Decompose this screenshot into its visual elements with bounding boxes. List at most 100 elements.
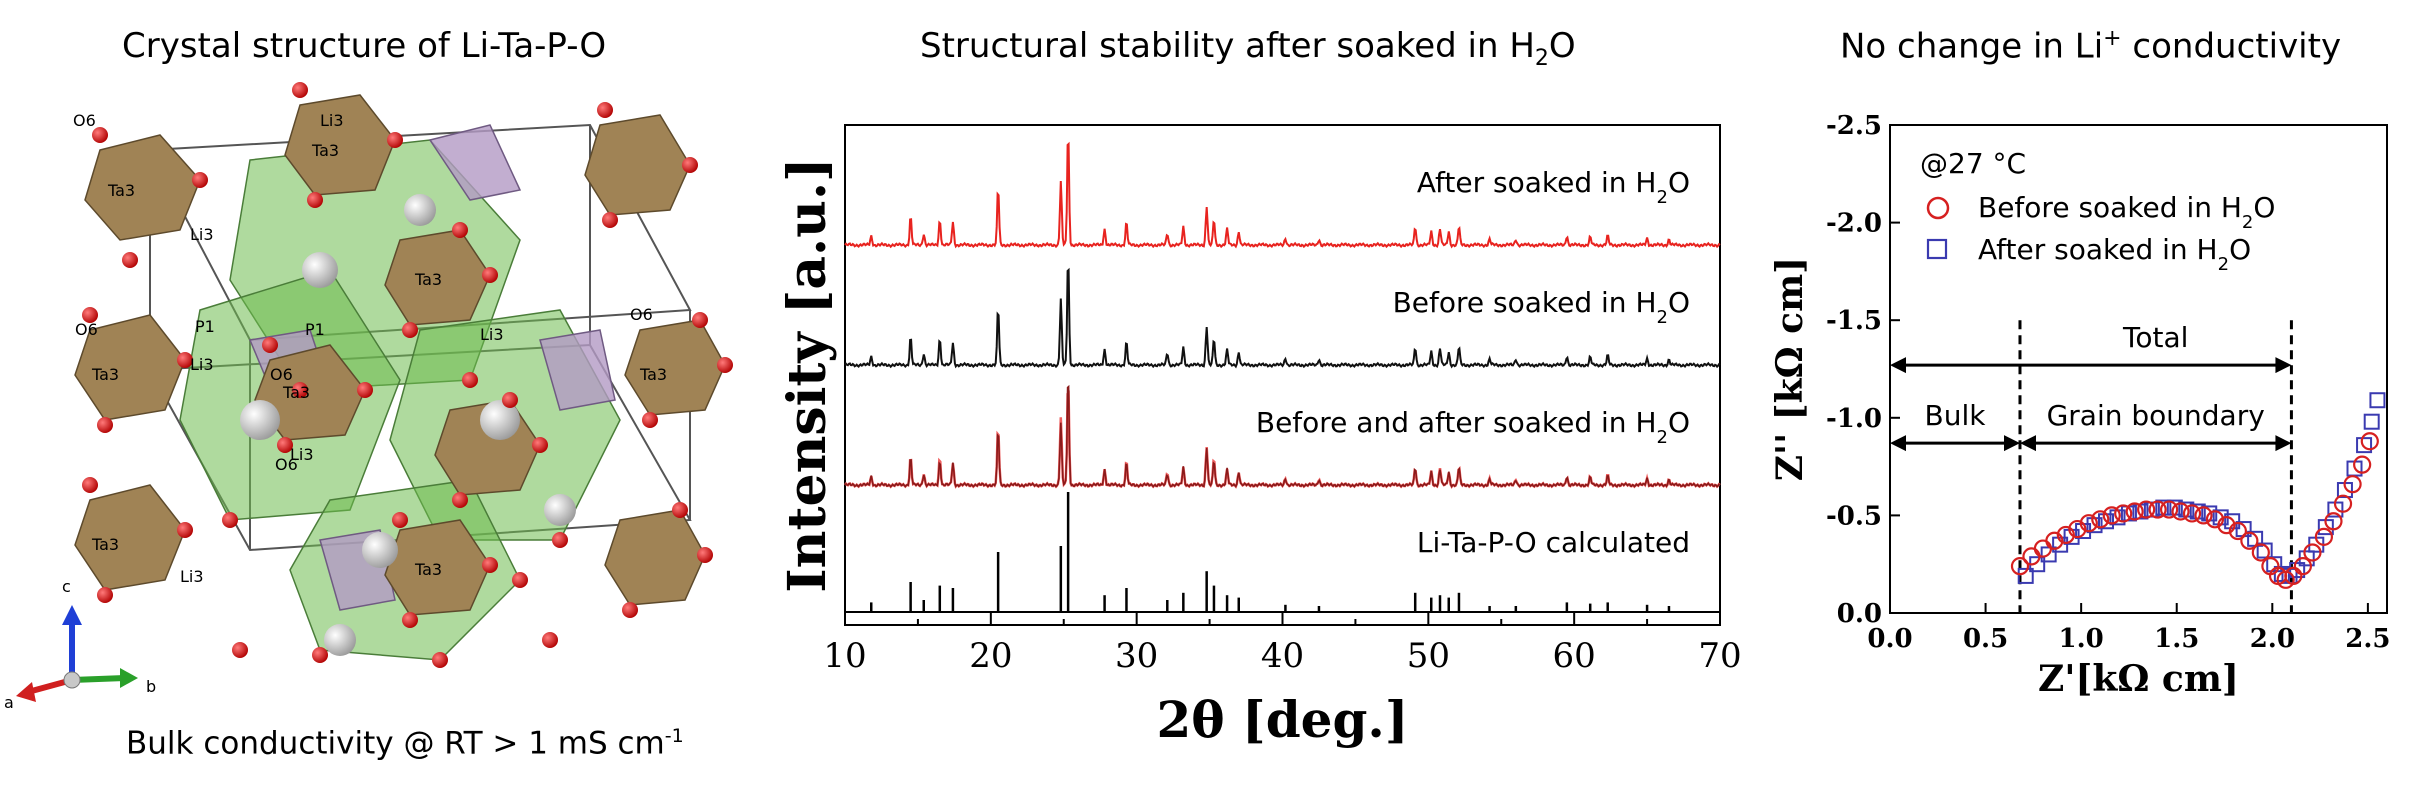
xrd-series-overlay-before — [844, 384, 1721, 489]
xrd-series-label-main: Before and after soaked in H — [1256, 406, 1657, 439]
axis-label-c: c — [62, 577, 71, 596]
atom-label: Li3 — [190, 225, 214, 244]
nyq-point-before — [2333, 494, 2353, 513]
atom-label: Ta3 — [282, 383, 310, 402]
nyq-y-tick-label: -0.5 — [1826, 501, 1882, 531]
impedance-title-sup: + — [2103, 26, 2122, 51]
nyq-point-before — [2010, 557, 2030, 576]
nyq-legend-label-sub: 2 — [2218, 254, 2229, 275]
nyq-legend-label-main: Before soaked in H — [1978, 191, 2242, 224]
xrd-title-end: O — [1548, 26, 1576, 66]
nyq-legend-label-sub: 2 — [2242, 212, 2253, 233]
xrd-series-label-end: O — [1668, 166, 1690, 199]
atom-label: P1 — [195, 317, 215, 336]
nyq-point-before — [2353, 455, 2372, 474]
nyq-point-before — [2205, 510, 2225, 529]
nyq-point-after — [2289, 562, 2306, 579]
nyq-point-before — [2293, 557, 2312, 576]
axis-label-a: a — [4, 693, 14, 712]
xrd-title-sub: 2 — [1534, 45, 1549, 71]
nyq-y-tick-label: -2.5 — [1826, 111, 1882, 141]
nyq-point-after — [2017, 567, 2034, 584]
nyq-y-tick-label: 0.0 — [1837, 599, 1882, 629]
nyq-grain-arrow-head-left — [2019, 435, 2036, 452]
atom-label: Li3 — [480, 325, 504, 344]
xrd-series-label: Li-Ta-P-O calculated — [1417, 526, 1690, 559]
xrd-series-label-main: After soaked in H — [1417, 166, 1657, 199]
nyq-point-before — [2045, 531, 2064, 550]
atom-label: Ta3 — [107, 181, 135, 200]
nyq-point-before — [2194, 506, 2213, 525]
nyq-plot-frame — [1889, 124, 2388, 614]
nyq-x-tick-label: 2.0 — [2250, 624, 2295, 654]
atom-label: O6 — [75, 320, 98, 339]
nyq-x-tick-label: 1.0 — [2059, 624, 2104, 654]
nyq-legend-label-end: O — [2229, 233, 2251, 266]
atom-label: Li3 — [290, 445, 314, 464]
nyq-point-before — [2056, 525, 2075, 545]
nyq-point-before — [2125, 502, 2144, 521]
xrd-series-label: After soaked in H2O — [1417, 166, 1690, 208]
xrd-series-label-main: Before soaked in H — [1393, 286, 1657, 319]
xrd-x-tick-label: 70 — [1698, 636, 1741, 676]
xrd-series-label-sub: 2 — [1657, 187, 1668, 208]
atom-label: O6 — [630, 305, 653, 324]
crystal-title: Crystal structure of Li-Ta-P-O — [122, 26, 607, 66]
nyq-legend-label: Before soaked in H2O — [1978, 191, 2275, 233]
xrd-series-label: Before soaked in H2O — [1393, 286, 1690, 328]
nyq-point-before — [2303, 543, 2322, 562]
atom-label: O6 — [275, 455, 298, 474]
nyq-point-before — [2217, 516, 2236, 535]
nyq-point-before — [2343, 475, 2362, 494]
xrd-title-text: Structural stability after soaked in H — [920, 26, 1535, 66]
nyq-y-tick-label: -1.5 — [1826, 306, 1882, 336]
nyq-legend-label-end: O — [2253, 191, 2275, 224]
nyq-point-before — [2360, 432, 2379, 451]
xrd-series-label: Before and after soaked in H2O — [1256, 406, 1690, 448]
xrd-title: Structural stability after soaked in H2O — [920, 26, 1576, 71]
nyq-point-before — [2091, 510, 2110, 529]
nyq-point-before — [2148, 500, 2167, 519]
nyq-point-after — [2363, 413, 2380, 430]
li-atoms — [240, 194, 576, 656]
atom-label: Ta3 — [639, 365, 667, 384]
axes-indicator: c b a — [4, 577, 156, 712]
nyq-point-before — [2102, 506, 2121, 525]
axis-label-b: b — [146, 677, 156, 696]
atom-label: Li3 — [320, 111, 344, 130]
nyq-x-tick-label: 0.0 — [1867, 624, 1912, 654]
nyq-total-arrow-head-right — [2275, 357, 2292, 374]
nyq-point-before — [2114, 504, 2133, 523]
nyq-legend-marker-square — [1926, 238, 1948, 260]
impedance-title-text: No change in Li — [1840, 26, 2104, 67]
nyq-x-tick-label: 1.5 — [2154, 624, 2199, 654]
xrd-x-tick-label: 30 — [1115, 636, 1158, 676]
nyq-total-arrow-head-left — [1890, 357, 1906, 374]
xrd-series-label-sub: 2 — [1657, 427, 1668, 448]
atom-label: O6 — [73, 111, 96, 130]
atom-label: Li3 — [180, 567, 204, 586]
xrd-x-tick-label: 10 — [823, 636, 866, 676]
nyq-point-before — [2171, 502, 2190, 521]
nyq-point-before — [2159, 500, 2179, 519]
nyq-point-before — [2137, 500, 2156, 519]
nyq-point-after — [2369, 392, 2386, 409]
atom-label: Li3 — [190, 355, 214, 374]
nyq-total-label: Total — [2122, 321, 2188, 354]
impedance-title: No change in Li+ conductivity — [1840, 26, 2341, 66]
xrd-x-tick-label: 60 — [1553, 636, 1596, 676]
nyq-point-before — [2240, 531, 2259, 550]
nyq-bulk-label: Bulk — [1925, 399, 1987, 432]
crystal-panel: Crystal structure of Li-Ta-P-O — [0, 0, 760, 792]
o-atoms — [82, 82, 733, 668]
nyq-x-tick-label: 2.5 — [2345, 624, 2390, 654]
nyq-temperature: @27 °C — [1920, 147, 2026, 180]
nyq-legend-label: After soaked in H2O — [1978, 233, 2251, 275]
nyq-y-tick-label: -1.0 — [1826, 404, 1882, 434]
xrd-x-tick-label: 20 — [969, 636, 1012, 676]
xrd-series-after — [844, 141, 1721, 249]
nyq-point-after — [2256, 542, 2273, 559]
nyq-y-tick-label: -2.0 — [1826, 209, 1882, 239]
atom-label: Ta3 — [414, 270, 442, 289]
